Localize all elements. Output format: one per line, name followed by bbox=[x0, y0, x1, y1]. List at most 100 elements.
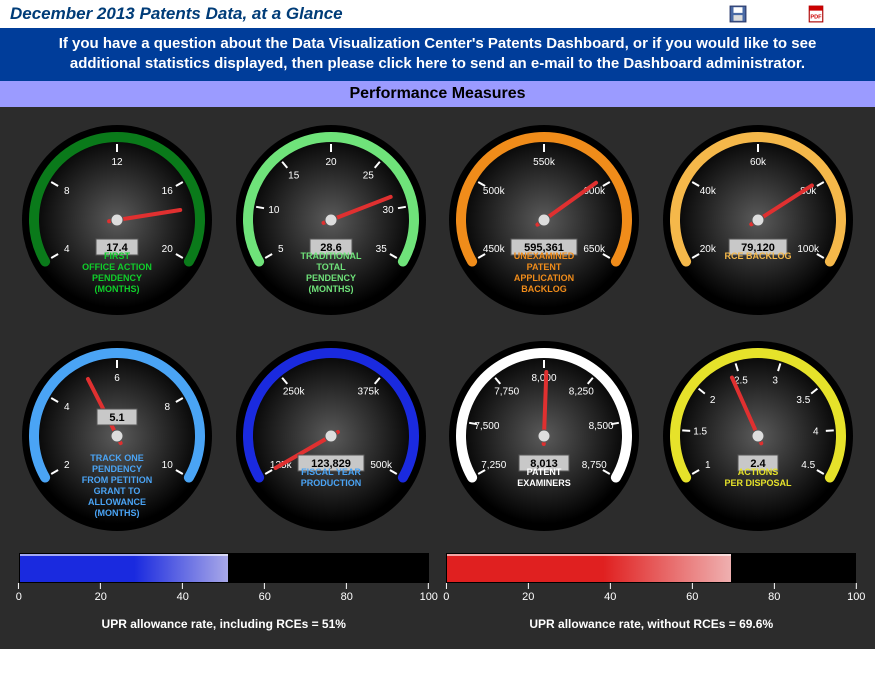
svg-text:PENDENCY: PENDENCY bbox=[92, 464, 142, 474]
svg-text:6: 6 bbox=[114, 373, 120, 384]
svg-text:20: 20 bbox=[162, 244, 174, 255]
bar-tick: 40 bbox=[604, 583, 616, 603]
svg-text:PER DISPOSAL: PER DISPOSAL bbox=[725, 478, 793, 488]
gauge-total-pendency[interactable]: 510152025303528.6TRADITIONALTOTALPENDENC… bbox=[232, 121, 430, 319]
svg-text:GRANT TO: GRANT TO bbox=[93, 486, 140, 496]
svg-text:8,500: 8,500 bbox=[589, 420, 614, 431]
bar-tick: 20 bbox=[95, 583, 107, 603]
svg-text:UNEXAMINED: UNEXAMINED bbox=[514, 251, 575, 261]
svg-text:PATENT: PATENT bbox=[527, 467, 562, 477]
svg-text:BACKLOG: BACKLOG bbox=[522, 284, 568, 294]
gauge-unexamined-backlog[interactable]: 450k500k550k600k650k595,361UNEXAMINEDPAT… bbox=[445, 121, 643, 319]
gauge-track-one[interactable]: 2 4 6 8 10 5.1 TRACK ONEPENDENCYFROM PETITIONG… bbox=[18, 337, 216, 535]
bar-axis: 020406080100 bbox=[446, 583, 856, 611]
bar-fill bbox=[447, 554, 731, 582]
svg-text:PENDENCY: PENDENCY bbox=[306, 273, 356, 283]
svg-text:TOTAL: TOTAL bbox=[316, 262, 346, 272]
svg-text:8,750: 8,750 bbox=[582, 460, 607, 471]
bar-track bbox=[19, 553, 429, 583]
info-banner[interactable]: If you have a question about the Data Vi… bbox=[0, 28, 875, 81]
svg-text:375k: 375k bbox=[357, 386, 380, 397]
bar-tick: 0 bbox=[443, 583, 449, 603]
svg-text:250k: 250k bbox=[282, 386, 305, 397]
pdf-icon[interactable]: PDF bbox=[807, 5, 825, 23]
gauge-fy-production[interactable]: 125k250k375k500k123,829FISCAL YEARPRODUC… bbox=[232, 337, 430, 535]
save-icon[interactable] bbox=[729, 5, 747, 23]
section-subheader: Performance Measures bbox=[0, 81, 875, 107]
bar-fill bbox=[20, 554, 228, 582]
svg-text:TRACK ONE: TRACK ONE bbox=[90, 453, 144, 463]
svg-text:450k: 450k bbox=[483, 244, 506, 255]
svg-text:FROM PETITION: FROM PETITION bbox=[82, 475, 153, 485]
bar-tick: 20 bbox=[522, 583, 534, 603]
svg-text:RCE BACKLOG: RCE BACKLOG bbox=[725, 251, 792, 261]
gauge-row: 2 4 6 8 10 5.1 TRACK ONEPENDENCYFROM PETITIONG… bbox=[10, 337, 865, 535]
svg-text:10: 10 bbox=[162, 460, 174, 471]
svg-text:30: 30 bbox=[382, 204, 394, 215]
gauge-patent-examiners[interactable]: 7,2507,5007,7508,0008,2508,5008,7508,013… bbox=[445, 337, 643, 535]
svg-text:4: 4 bbox=[64, 244, 70, 255]
bar-tick: 40 bbox=[177, 583, 189, 603]
svg-text:20: 20 bbox=[325, 157, 337, 168]
bar-tick: 60 bbox=[686, 583, 698, 603]
svg-text:FIRST: FIRST bbox=[104, 251, 131, 261]
svg-text:500k: 500k bbox=[483, 186, 506, 197]
svg-text:2: 2 bbox=[710, 394, 716, 405]
svg-text:PRODUCTION: PRODUCTION bbox=[300, 478, 361, 488]
svg-text:15: 15 bbox=[288, 170, 300, 181]
progress-bar-upr-without-rce: 020406080100UPR allowance rate, without … bbox=[446, 553, 856, 631]
header-icons: PDF bbox=[729, 5, 865, 23]
svg-text:(MONTHS): (MONTHS) bbox=[94, 284, 139, 294]
svg-text:4: 4 bbox=[813, 426, 819, 437]
svg-text:40k: 40k bbox=[700, 186, 717, 197]
bar-tick: 60 bbox=[259, 583, 271, 603]
svg-text:1: 1 bbox=[705, 460, 711, 471]
bar-tick: 0 bbox=[16, 583, 22, 603]
svg-text:(MONTHS): (MONTHS) bbox=[94, 508, 139, 518]
gauge-first-action[interactable]: 4812162017.4FIRSTOFFICE ACTIONPENDENCY(M… bbox=[18, 121, 216, 319]
svg-text:1.5: 1.5 bbox=[693, 426, 707, 437]
bar-tick: 80 bbox=[768, 583, 780, 603]
page-title: December 2013 Patents Data, at a Glance bbox=[10, 4, 729, 24]
svg-text:60k: 60k bbox=[750, 157, 767, 168]
svg-text:3.5: 3.5 bbox=[797, 394, 811, 405]
svg-text:OFFICE ACTION: OFFICE ACTION bbox=[82, 262, 152, 272]
svg-text:7,750: 7,750 bbox=[495, 386, 520, 397]
svg-text:25: 25 bbox=[362, 170, 374, 181]
svg-text:PATENT: PATENT bbox=[527, 262, 562, 272]
svg-text:ACTIONS: ACTIONS bbox=[738, 467, 779, 477]
bar-track bbox=[446, 553, 856, 583]
gauge-actions-per-disposal[interactable]: 11.522.533.544.52.4ACTIONSPER DISPOSAL bbox=[659, 337, 857, 535]
svg-text:8: 8 bbox=[164, 402, 170, 413]
svg-text:35: 35 bbox=[375, 244, 387, 255]
bar-label: UPR allowance rate, without RCEs = 69.6% bbox=[446, 617, 856, 631]
svg-text:12: 12 bbox=[111, 157, 123, 168]
svg-text:7,500: 7,500 bbox=[475, 420, 500, 431]
svg-text:4.5: 4.5 bbox=[801, 460, 815, 471]
svg-text:16: 16 bbox=[162, 186, 174, 197]
progress-bar-upr-with-rce: 020406080100UPR allowance rate, includin… bbox=[19, 553, 429, 631]
svg-text:500k: 500k bbox=[370, 460, 393, 471]
bar-row: 0 20 40 60 80 100 UPR allowance rate, includin… bbox=[10, 553, 865, 631]
svg-text:PENDENCY: PENDENCY bbox=[92, 273, 142, 283]
svg-text:8: 8 bbox=[64, 186, 70, 197]
svg-text:2: 2 bbox=[64, 460, 70, 471]
bar-tick: 100 bbox=[847, 583, 865, 603]
svg-text:PDF: PDF bbox=[810, 15, 822, 21]
svg-text:FISCAL YEAR: FISCAL YEAR bbox=[301, 467, 361, 477]
svg-text:550k: 550k bbox=[534, 157, 557, 168]
svg-text:(MONTHS): (MONTHS) bbox=[308, 284, 353, 294]
svg-text:650k: 650k bbox=[584, 244, 607, 255]
svg-text:20k: 20k bbox=[700, 244, 717, 255]
svg-text:ALLOWANCE: ALLOWANCE bbox=[88, 497, 146, 507]
bar-label: UPR allowance rate, including RCEs = 51% bbox=[19, 617, 429, 631]
svg-text:3: 3 bbox=[772, 375, 778, 386]
gauge-rce-backlog[interactable]: 20k40k60k80k100k79,120RCE BACKLOG bbox=[659, 121, 857, 319]
bar-axis: 020406080100 bbox=[19, 583, 429, 611]
svg-text:5: 5 bbox=[278, 244, 284, 255]
gauge-row: 4812162017.4FIRSTOFFICE ACTIONPENDENCY(M… bbox=[10, 121, 865, 319]
svg-text:4: 4 bbox=[64, 402, 70, 413]
svg-text:10: 10 bbox=[268, 204, 280, 215]
gauge-value: 5.1 bbox=[109, 412, 124, 424]
bar-tick: 80 bbox=[341, 583, 353, 603]
